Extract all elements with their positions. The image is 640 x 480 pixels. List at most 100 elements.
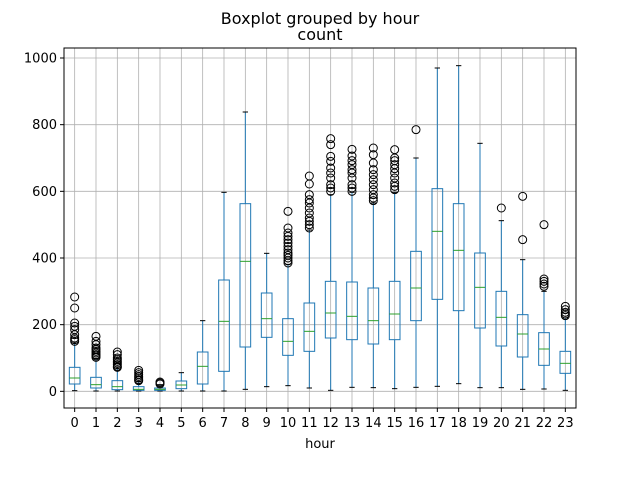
box-iqr [346, 281, 358, 341]
x-tick-label: 6 [199, 416, 207, 431]
outlier-point [368, 165, 378, 175]
box-hour-13 [346, 144, 358, 388]
box-iqr [474, 252, 486, 329]
outlier-point [112, 347, 122, 357]
outlier-point [283, 241, 293, 251]
box-hour-15 [388, 145, 401, 390]
x-tick-label: 14 [365, 416, 382, 431]
outlier-point [283, 223, 293, 233]
outlier-point [283, 206, 293, 216]
x-tick-label: 8 [241, 416, 249, 431]
box-hour-21 [516, 191, 529, 390]
box-hour-19 [474, 142, 486, 389]
x-tick-label: 19 [472, 416, 489, 431]
outlier-point [134, 365, 144, 375]
outlier-point [304, 208, 314, 218]
box-iqr [410, 250, 422, 322]
outlier-point [304, 223, 314, 233]
box-hour-7 [218, 191, 230, 392]
outlier-point [304, 213, 314, 223]
outlier-point [91, 331, 101, 341]
x-tick-label: 23 [557, 416, 574, 431]
box-iqr [431, 188, 444, 300]
x-tick-label: 4 [156, 416, 164, 431]
outlier-point [283, 250, 293, 260]
x-tick-label: 9 [263, 416, 271, 431]
box-iqr [388, 280, 401, 341]
y-tick-label: 200 [32, 318, 57, 333]
outlier-point [347, 165, 357, 175]
box-iqr [282, 318, 294, 356]
x-tick-label: 18 [450, 416, 467, 431]
y-tick-label: 1000 [24, 52, 57, 67]
outlier-point [326, 168, 336, 178]
box-iqr [516, 314, 529, 358]
outlier-point [326, 183, 336, 193]
outlier-point [390, 185, 400, 195]
outlier-point [326, 140, 336, 150]
box-hour-5 [175, 372, 188, 392]
x-tick-label: 1 [92, 416, 100, 431]
x-tick-label: 13 [344, 416, 361, 431]
x-tick-label: 3 [135, 416, 143, 431]
outlier-point [70, 321, 80, 331]
outlier-point [326, 134, 336, 144]
x-tick-label: 2 [113, 416, 121, 431]
outlier-point [411, 125, 421, 135]
outlier-point [539, 281, 549, 291]
x-tick-label: 15 [386, 416, 403, 431]
box-hour-4 [154, 377, 166, 392]
outlier-point [368, 196, 378, 206]
box-hour-1 [90, 331, 102, 392]
y-tick-label: 400 [32, 252, 57, 267]
outlier-point [112, 353, 122, 363]
outlier-point [368, 143, 378, 153]
y-tick-label: 0 [49, 385, 57, 400]
box-hour-23 [559, 301, 572, 391]
box-hour-0 [68, 292, 81, 392]
x-tick-label: 0 [71, 416, 79, 431]
outlier-point [368, 180, 378, 190]
outlier-point [539, 276, 549, 286]
outlier-point [518, 191, 528, 201]
outlier-point [560, 301, 570, 311]
outlier-point [368, 190, 378, 200]
outlier-point [70, 325, 80, 335]
x-tick-label: 10 [280, 416, 297, 431]
x-axis-label: hour [305, 437, 335, 452]
outlier-point [368, 150, 378, 160]
box-iqr [452, 203, 465, 312]
outlier-point [326, 186, 336, 196]
outlier-point [347, 160, 357, 170]
outlier-point [70, 292, 80, 302]
box-hour-3 [132, 365, 145, 392]
outlier-point [347, 183, 357, 193]
box-iqr [495, 290, 508, 347]
outlier-point [368, 170, 378, 180]
outlier-point [390, 173, 400, 183]
chart-suptitle: Boxplot grouped by hour [221, 9, 420, 28]
outlier-point [304, 195, 314, 205]
y-tick-label: 800 [32, 118, 57, 133]
box-hour-18 [452, 65, 465, 385]
outlier-point [390, 156, 400, 166]
outlier-point [283, 228, 293, 238]
outlier-point [390, 160, 400, 170]
box-hour-12 [324, 134, 337, 391]
outlier-point [326, 163, 336, 173]
box-iqr [132, 386, 145, 391]
outlier-point [390, 145, 400, 155]
outlier-point [347, 156, 357, 166]
box-hour-16 [410, 125, 422, 388]
outlier-point [283, 248, 293, 258]
x-axis: 0 1 2 3 4 5 6 7 8 9 10 11 12 13 14 15 16 17 18 19 20 21 22 23 [71, 408, 574, 431]
box-hour-6 [196, 320, 209, 392]
outlier-point [91, 343, 101, 353]
box-iqr [68, 366, 81, 385]
box-hour-8 [239, 111, 252, 390]
box-iqr [559, 350, 572, 374]
x-tick-label: 16 [408, 416, 425, 431]
outlier-point [70, 318, 80, 328]
grid-lines [64, 48, 576, 408]
